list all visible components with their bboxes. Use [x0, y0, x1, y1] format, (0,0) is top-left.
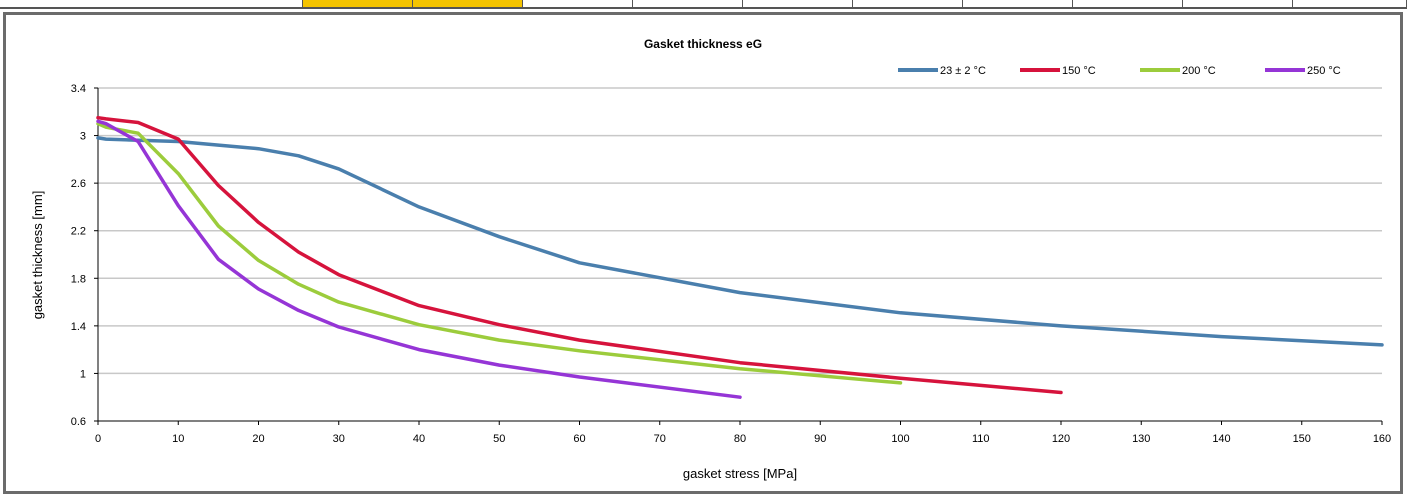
legend-label: 250 °C [1307, 65, 1341, 77]
axes [94, 87, 1383, 425]
x-tick-label: 10 [172, 433, 184, 445]
x-tick-label: 70 [654, 433, 666, 445]
x-tick-label: 90 [814, 433, 826, 445]
table-cell-highlighted [303, 0, 413, 9]
y-tick-label: 1.4 [71, 321, 86, 333]
x-tick-label: 50 [493, 433, 505, 445]
y-tick-label: 1 [80, 368, 86, 380]
top-table-strip [0, 0, 1407, 12]
x-tick-label: 160 [1373, 433, 1391, 445]
table-cell [1073, 0, 1183, 9]
table-cell [963, 0, 1073, 9]
y-tick-label: 3.4 [71, 83, 86, 95]
x-tick-label: 20 [252, 433, 264, 445]
table-cell [853, 0, 963, 9]
y-tick-label: 0.6 [71, 416, 86, 428]
x-tick-label: 40 [413, 433, 425, 445]
y-tick-label: 3 [80, 131, 86, 143]
x-axis-label: gasket stress [MPa] [683, 466, 797, 481]
series-line-2 [96, 115, 1063, 395]
legend: 23 ± 2 °C 150 °C 200 °C 250 °C [898, 65, 1341, 77]
x-tick-label: 110 [972, 433, 990, 445]
x-tick-label: 80 [734, 433, 746, 445]
x-tick-label: 140 [1212, 433, 1230, 445]
series-line-4 [96, 119, 742, 399]
legend-label: 150 °C [1062, 65, 1096, 77]
table-cell [743, 0, 853, 9]
y-tick-label: 1.8 [71, 273, 86, 285]
gridlines [98, 87, 1382, 375]
legend-label: 200 °C [1182, 65, 1216, 77]
series-line-3 [96, 121, 903, 385]
y-tick-labels: 0.6 1 1.4 1.8 2.2 2.6 3 3.4 [71, 83, 86, 428]
chart-frame [3, 12, 1403, 494]
x-tick-label: 0 [95, 433, 101, 445]
x-tick-label: 30 [333, 433, 345, 445]
series-lines [96, 115, 1384, 399]
x-tick-labels: 0 10 20 30 40 50 60 70 80 90 100 110 120 130 140 150 160 [95, 433, 1391, 445]
table-cell [1183, 0, 1293, 9]
table-cell [523, 0, 633, 9]
y-tick-label: 2.2 [71, 226, 86, 238]
x-tick-label: 120 [1052, 433, 1070, 445]
series-line-1 [96, 136, 1384, 347]
x-tick-label: 100 [891, 433, 909, 445]
x-tick-label: 60 [573, 433, 585, 445]
table-cell-highlighted [413, 0, 523, 9]
y-axis-label: gasket thickness [mm] [30, 191, 45, 320]
table-cell [0, 0, 303, 9]
table-cell [633, 0, 743, 9]
legend-label: 23 ± 2 °C [940, 65, 986, 77]
chart-title: Gasket thickness eG [644, 37, 762, 51]
x-tick-label: 130 [1132, 433, 1150, 445]
y-tick-label: 2.6 [71, 178, 86, 190]
x-tick-label: 150 [1293, 433, 1311, 445]
